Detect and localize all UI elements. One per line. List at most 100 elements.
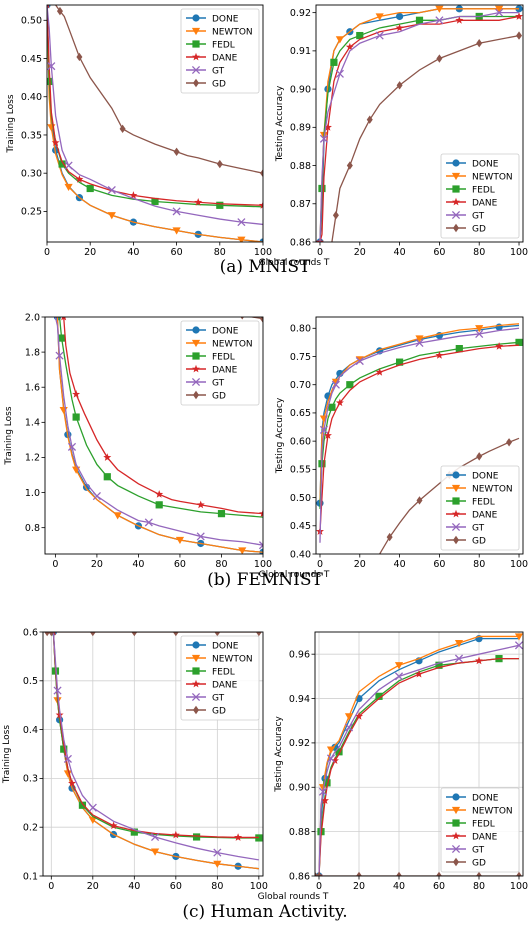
series-line-newton bbox=[318, 635, 519, 876]
marker-newton bbox=[435, 5, 444, 13]
y-axis-label: Training Loss bbox=[4, 406, 14, 465]
marker-fedl bbox=[455, 345, 463, 353]
legend-marker-dane bbox=[452, 197, 460, 206]
legend-marker-gd bbox=[453, 857, 459, 867]
y-tick-label: 2.0 bbox=[25, 312, 40, 323]
x-tick-label: 40 bbox=[132, 559, 144, 570]
x-tick-label: 0 bbox=[48, 881, 54, 892]
marker-newton bbox=[113, 512, 122, 520]
series-group bbox=[44, 632, 263, 870]
legend-label-newton: NEWTON bbox=[212, 339, 253, 349]
marker-gd bbox=[255, 632, 262, 637]
legend-label-done: DONE bbox=[212, 641, 239, 651]
legend: DONE NEWTON FEDL DANE GT GD bbox=[440, 465, 520, 551]
series-line-dane bbox=[63, 317, 263, 515]
marker-fedl bbox=[217, 510, 226, 518]
legend-marker-newton bbox=[451, 484, 461, 493]
marker-gd bbox=[119, 124, 126, 134]
marker-gd bbox=[48, 632, 55, 637]
series-line-dane bbox=[47, 5, 263, 206]
legend-label-dane: DANE bbox=[472, 198, 498, 208]
marker-dane bbox=[345, 42, 354, 51]
marker-gd bbox=[506, 438, 513, 447]
panel-1: 0 20 40 60 80 100 0.86 0.87 0.88 0.89 0.90 0.91 0.92… bbox=[259, 4, 528, 268]
legend-label-done: DONE bbox=[472, 793, 499, 803]
legend-marker-newton bbox=[191, 654, 201, 663]
legend-box bbox=[180, 635, 260, 721]
y-tick-label: 0.45 bbox=[21, 54, 42, 65]
legend-label-gd: GD bbox=[212, 391, 226, 401]
x-tick-label: 20 bbox=[91, 559, 103, 570]
marker-fedl bbox=[395, 358, 404, 366]
legend: DONE NEWTON FEDL DANE GT GD bbox=[180, 320, 260, 406]
marker-gt bbox=[67, 442, 77, 451]
y-axis-label: Training Loss bbox=[2, 725, 12, 784]
legend-marker-fedl bbox=[452, 819, 460, 827]
marker-gt bbox=[258, 541, 263, 550]
legend-label-gt: GT bbox=[212, 693, 225, 703]
marker-gt bbox=[196, 532, 205, 541]
y-tick-label: 0.70 bbox=[290, 380, 311, 391]
marker-dane bbox=[171, 830, 180, 839]
panel-4: 0 20 40 60 80 100 0.1 0.2 0.3 0.4 0.5 0.6 Training L… bbox=[2, 627, 268, 892]
y-tick-label: 0.4 bbox=[23, 725, 38, 736]
y-tick-label: 0.60 bbox=[290, 436, 311, 447]
series-line-gt bbox=[319, 12, 520, 242]
series-line-gd bbox=[331, 34, 520, 242]
marker-fedl bbox=[323, 779, 331, 787]
legend-marker-done bbox=[192, 326, 200, 334]
legend-marker-gd bbox=[193, 78, 199, 88]
marker-gt bbox=[63, 754, 72, 763]
legend-label-gd: GD bbox=[472, 536, 486, 546]
legend-label-gt: GT bbox=[212, 378, 225, 388]
marker-gt bbox=[394, 672, 404, 681]
series-line-gt bbox=[54, 317, 263, 546]
legend-label-dane: DANE bbox=[212, 365, 238, 375]
marker-gt bbox=[47, 62, 56, 71]
marker-newton bbox=[88, 816, 97, 824]
legend-marker-newton bbox=[191, 339, 201, 348]
series-line-dane bbox=[318, 657, 519, 876]
marker-fedl bbox=[346, 381, 354, 389]
y-tick-label: 0.92 bbox=[290, 8, 311, 19]
marker-dane bbox=[234, 833, 243, 841]
y-tick-label: 0.50 bbox=[21, 16, 42, 27]
marker-newton bbox=[495, 5, 504, 13]
y-tick-label: 0.1 bbox=[23, 871, 38, 882]
marker-gd bbox=[366, 115, 373, 124]
caption-a: (a) MNIST bbox=[220, 257, 311, 277]
y-tick-label: 1.2 bbox=[25, 453, 40, 464]
x-tick-label: 40 bbox=[394, 559, 406, 570]
legend-label-gt: GT bbox=[472, 523, 485, 533]
marker-dane bbox=[259, 509, 263, 518]
series-line-gt bbox=[47, 5, 263, 226]
marker-gd bbox=[56, 6, 63, 16]
marker-fedl bbox=[515, 338, 523, 346]
legend-label-done: DONE bbox=[472, 159, 499, 169]
marker-dane bbox=[321, 796, 329, 804]
x-tick-label: 60 bbox=[433, 247, 445, 258]
y-tick-label: 0.92 bbox=[289, 738, 310, 749]
marker-gt bbox=[92, 492, 101, 501]
marker-gd bbox=[52, 225, 58, 233]
marker-fedl bbox=[435, 661, 443, 669]
marker-fedl bbox=[415, 16, 424, 24]
x-tick-label: 20 bbox=[87, 881, 99, 892]
legend-marker-gt bbox=[451, 522, 461, 532]
y-tick-label: 0.55 bbox=[290, 465, 311, 476]
marker-gt bbox=[375, 31, 384, 40]
x-tick-label: 80 bbox=[211, 881, 223, 892]
marker-gt bbox=[435, 16, 444, 25]
series-group bbox=[316, 323, 523, 554]
legend-label-gd: GD bbox=[472, 858, 486, 868]
marker-gd bbox=[89, 632, 96, 637]
marker-gd bbox=[476, 39, 483, 48]
legend-marker-gt bbox=[191, 65, 201, 75]
legend-marker-fedl bbox=[192, 352, 200, 360]
marker-gt bbox=[415, 338, 424, 348]
legend-marker-dane bbox=[192, 364, 200, 373]
series-line-newton bbox=[47, 5, 263, 242]
y-tick-label: 1.0 bbox=[25, 488, 40, 499]
marker-dane bbox=[155, 490, 164, 498]
x-tick-label: 20 bbox=[354, 247, 366, 258]
